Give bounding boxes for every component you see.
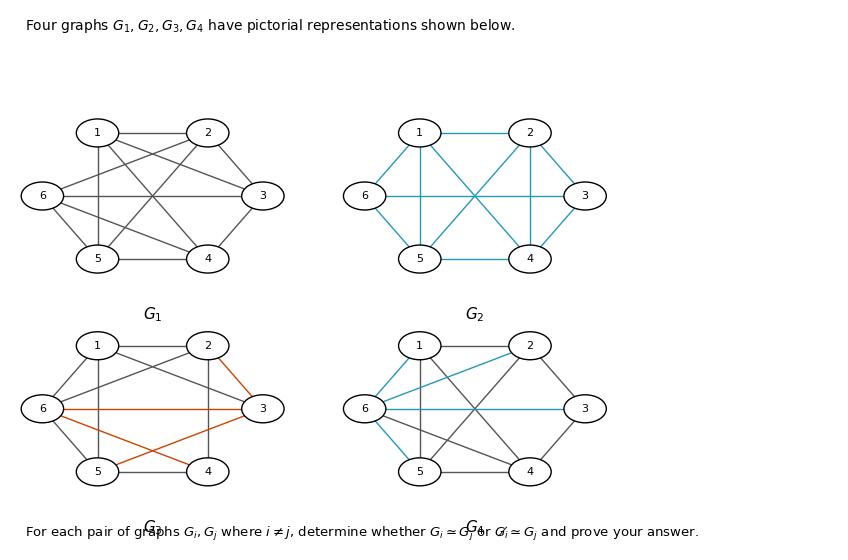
Circle shape — [399, 332, 441, 360]
Text: $G_2$: $G_2$ — [466, 305, 484, 324]
Text: 3: 3 — [259, 404, 266, 414]
Text: 6: 6 — [39, 191, 46, 201]
Circle shape — [187, 245, 229, 273]
Text: 3: 3 — [259, 191, 266, 201]
Text: 5: 5 — [416, 467, 423, 477]
Text: 1: 1 — [94, 340, 101, 351]
Text: For each pair of graphs $G_i, G_j$ where $i \neq j$, determine whether $G_i \sim: For each pair of graphs $G_i, G_j$ where… — [25, 525, 700, 543]
Text: 4: 4 — [527, 254, 533, 264]
Text: 5: 5 — [416, 254, 423, 264]
Text: 4: 4 — [527, 467, 533, 477]
Circle shape — [509, 332, 551, 360]
Text: $G_1$: $G_1$ — [142, 305, 163, 324]
Circle shape — [399, 245, 441, 273]
Circle shape — [21, 395, 64, 423]
Circle shape — [509, 119, 551, 147]
Text: 4: 4 — [204, 467, 211, 477]
Text: 2: 2 — [204, 340, 211, 351]
Circle shape — [76, 245, 119, 273]
Circle shape — [21, 182, 64, 210]
Circle shape — [76, 332, 119, 360]
Circle shape — [399, 458, 441, 486]
Text: 1: 1 — [416, 128, 423, 138]
Circle shape — [509, 458, 551, 486]
Circle shape — [242, 395, 284, 423]
Text: 5: 5 — [94, 467, 101, 477]
Circle shape — [187, 332, 229, 360]
Text: 2: 2 — [527, 340, 533, 351]
Text: $G_3$: $G_3$ — [142, 518, 163, 536]
Circle shape — [76, 458, 119, 486]
Text: 2: 2 — [204, 128, 211, 138]
Circle shape — [399, 119, 441, 147]
Text: 1: 1 — [416, 340, 423, 351]
Circle shape — [76, 119, 119, 147]
Text: $G_4$: $G_4$ — [465, 518, 485, 536]
Circle shape — [242, 182, 284, 210]
Text: 2: 2 — [527, 128, 533, 138]
Circle shape — [343, 395, 386, 423]
Text: 4: 4 — [204, 254, 211, 264]
Circle shape — [187, 458, 229, 486]
Circle shape — [564, 182, 606, 210]
Text: 6: 6 — [361, 191, 368, 201]
Circle shape — [509, 245, 551, 273]
Circle shape — [343, 182, 386, 210]
Text: 6: 6 — [39, 404, 46, 414]
Text: 3: 3 — [582, 404, 589, 414]
Circle shape — [564, 395, 606, 423]
Text: 3: 3 — [582, 191, 589, 201]
Text: 5: 5 — [94, 254, 101, 264]
Text: 6: 6 — [361, 404, 368, 414]
Text: 1: 1 — [94, 128, 101, 138]
Circle shape — [187, 119, 229, 147]
Text: Four graphs $G_1, G_2, G_3, G_4$ have pictorial representations shown below.: Four graphs $G_1, G_2, G_3, G_4$ have pi… — [25, 17, 516, 35]
